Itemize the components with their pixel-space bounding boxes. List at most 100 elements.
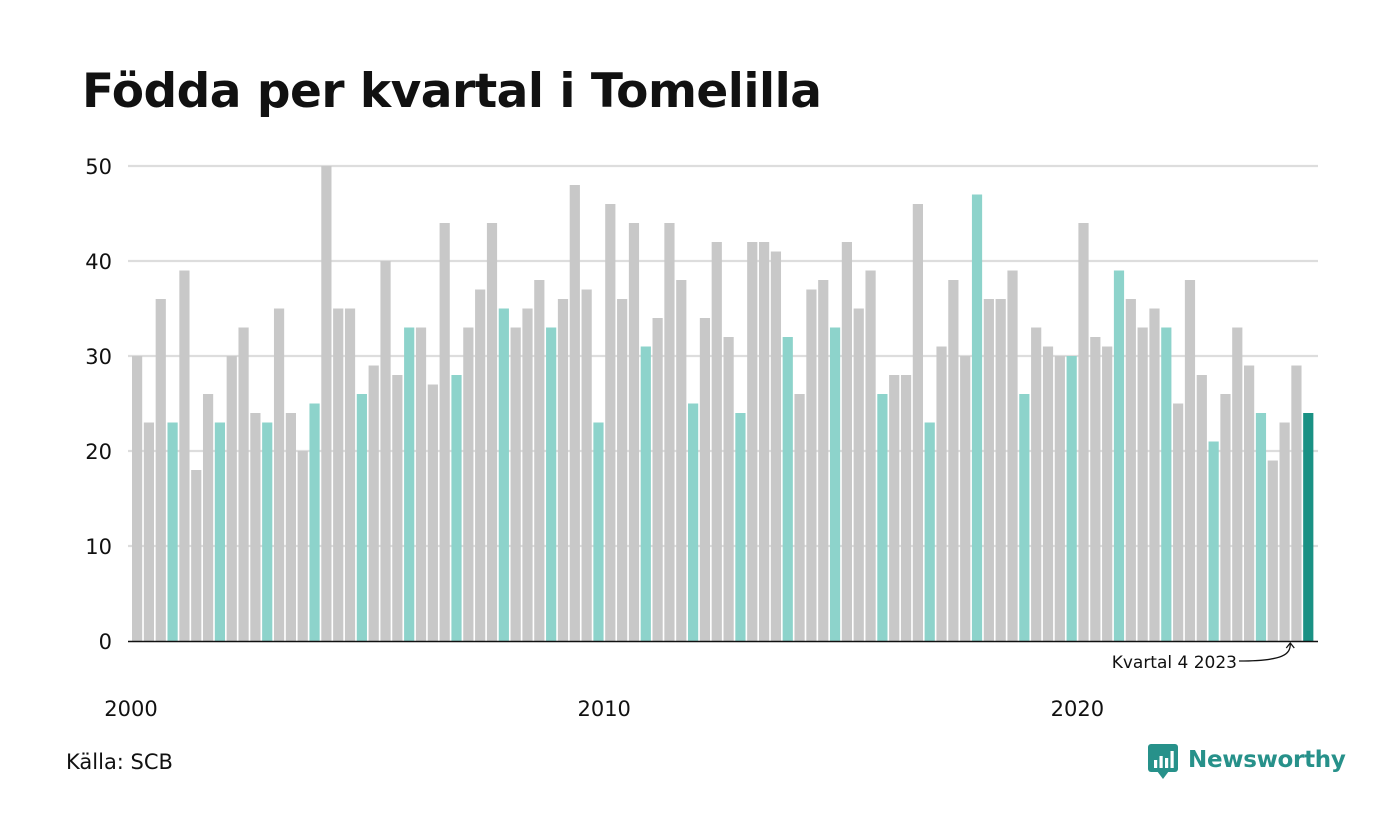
bar <box>747 242 758 641</box>
bar <box>1042 346 1054 641</box>
bar <box>688 403 699 641</box>
bar <box>297 451 308 641</box>
bar <box>770 251 782 641</box>
bar <box>191 470 202 641</box>
bar <box>569 185 580 641</box>
bar <box>1291 365 1302 641</box>
source-note: Källa: SCB <box>66 750 173 774</box>
bar <box>557 299 569 641</box>
bar <box>818 280 829 641</box>
brand-name: Newsworthy <box>1188 747 1346 773</box>
bar <box>179 270 190 641</box>
bar <box>356 394 367 641</box>
bar <box>841 242 852 641</box>
bar <box>1173 403 1184 641</box>
bar <box>865 270 876 641</box>
bar <box>1161 327 1172 641</box>
bar <box>664 223 675 641</box>
bar <box>143 422 155 641</box>
bar <box>723 337 734 641</box>
bar <box>226 356 237 641</box>
x-tick-label: 2000 <box>104 697 157 721</box>
bar <box>1149 308 1160 641</box>
bar <box>1279 422 1290 641</box>
bar <box>498 308 509 641</box>
bar <box>451 375 462 641</box>
bar <box>1255 413 1267 641</box>
bar <box>889 375 900 641</box>
bar <box>1220 394 1231 641</box>
bar <box>735 413 746 641</box>
bar <box>699 318 711 641</box>
bar <box>250 413 261 641</box>
bar <box>1208 441 1219 641</box>
bar <box>1303 413 1314 641</box>
bar <box>309 403 320 641</box>
bar <box>652 318 663 641</box>
bar <box>877 394 888 641</box>
y-tick-label: 10 <box>85 535 112 559</box>
bar <box>1054 356 1065 641</box>
annotation-label: Kvartal 4 2023 <box>1112 653 1237 673</box>
y-tick-label: 40 <box>85 250 112 274</box>
bar <box>1196 375 1207 641</box>
bar <box>971 194 983 641</box>
bar <box>1066 356 1077 641</box>
bar <box>617 299 628 641</box>
bar <box>983 299 994 641</box>
bar <box>167 422 178 641</box>
bar <box>392 375 403 641</box>
bar <box>1019 394 1030 641</box>
bar <box>475 289 486 641</box>
bar <box>605 204 616 641</box>
bar <box>132 356 143 641</box>
bar <box>782 337 793 641</box>
bar <box>1137 327 1148 641</box>
bar <box>155 299 166 641</box>
x-tick-label: 2010 <box>577 697 630 721</box>
bar <box>522 308 533 641</box>
bar <box>948 280 959 641</box>
bar <box>924 422 935 641</box>
bar <box>1113 270 1125 641</box>
x-axis-tick-labels: 2000 2010 2020 <box>104 697 1104 721</box>
bar <box>1078 223 1089 641</box>
newsworthy-logo[interactable]: Newsworthy <box>1148 740 1346 780</box>
bar <box>1090 337 1101 641</box>
bar-chart-speech-bubble-icon <box>1148 744 1178 779</box>
bar <box>510 327 521 641</box>
latest-annotation: Kvartal 4 2023 <box>1112 641 1295 673</box>
bar <box>960 356 971 641</box>
bar <box>829 327 841 641</box>
bar <box>486 223 498 641</box>
bar <box>214 422 226 641</box>
bar <box>202 394 214 641</box>
bar <box>1184 280 1196 641</box>
y-axis-tick-labels: 0 10 20 30 40 50 <box>85 155 112 654</box>
bar <box>581 289 592 641</box>
bar <box>546 327 557 641</box>
chart-title: Födda per kvartal i Tomelilla <box>82 64 822 119</box>
bar <box>628 223 640 641</box>
annotation-arrowhead-icon <box>1285 641 1295 649</box>
y-tick-label: 30 <box>85 345 112 369</box>
bar <box>676 280 687 641</box>
bar <box>463 327 474 641</box>
bar <box>285 413 296 641</box>
bar <box>758 242 770 641</box>
bar <box>900 375 912 641</box>
y-tick-label: 20 <box>85 440 112 464</box>
bar <box>1125 299 1136 641</box>
y-tick-label: 50 <box>85 155 112 179</box>
bar <box>368 365 379 641</box>
bar <box>711 242 722 641</box>
bar <box>1102 346 1113 641</box>
bar <box>806 289 817 641</box>
bar <box>404 327 415 641</box>
bar <box>238 327 249 641</box>
bar <box>344 308 356 641</box>
bar <box>853 308 864 641</box>
bar <box>534 280 545 641</box>
bar <box>1232 327 1243 641</box>
